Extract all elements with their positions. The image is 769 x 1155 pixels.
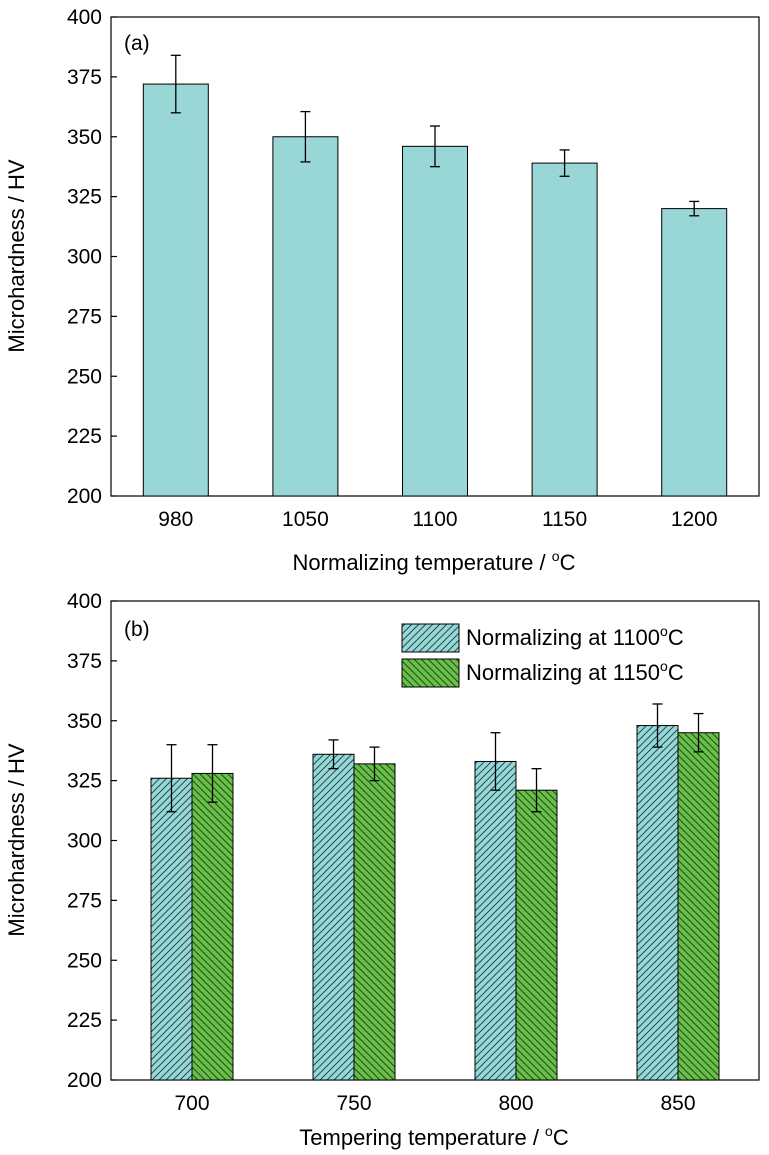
panel-b-y-tick-label: 250 xyxy=(67,949,102,972)
panel-b-x-tick-label: 700 xyxy=(174,1092,209,1115)
legend-swatch-1100 xyxy=(401,623,460,653)
panel-b-plot-area: 200 225 250 275 300 325 350 375 400 700 750 800 850 xyxy=(67,590,760,1115)
panel-a-x-tick-label: 1100 xyxy=(412,508,457,531)
panel-b-bar xyxy=(191,772,234,1081)
legend-label-1100-text: Normalizing at 1100 xyxy=(466,625,660,650)
legend-swatch-1150 xyxy=(401,658,460,688)
panel-b-x-tick-label: 800 xyxy=(498,1092,533,1115)
panel-b-y-tick-label: 225 xyxy=(67,1009,102,1032)
panel-a-degree-mark: o xyxy=(552,548,560,564)
panel-a-x-tick-label: 980 xyxy=(158,508,193,531)
panel-b-bar xyxy=(353,763,396,1081)
panel-a-x-axis-title-text: Normalizing temperature / xyxy=(293,550,552,575)
panel-a-y-tick-label: 400 xyxy=(67,6,102,29)
panel-b-y-tick-label: 325 xyxy=(67,770,102,793)
legend-item-1100: Normalizing at 1100oC xyxy=(401,623,684,653)
panel-b-bar xyxy=(150,777,193,1081)
panel-b-bar xyxy=(515,789,558,1081)
panel-a-label: (a) xyxy=(124,32,150,55)
legend-label-1150: Normalizing at 1150oC xyxy=(466,658,684,685)
panel-a-y-tick-label: 275 xyxy=(67,305,102,328)
panel-a-x-axis-unit: C xyxy=(560,550,576,575)
panel-a-bar xyxy=(402,145,468,497)
panel-b-x-tick-label: 850 xyxy=(660,1092,695,1115)
panel-a-y-tick-label: 325 xyxy=(67,186,102,209)
panel-b-label: (b) xyxy=(124,618,150,641)
panel-b-y-tick-label: 200 xyxy=(67,1069,102,1092)
panel-b-bar xyxy=(312,753,355,1081)
panel-a-y-tick-label: 350 xyxy=(67,126,102,149)
panel-b-y-tick-label: 350 xyxy=(67,710,102,733)
panel-a-bar xyxy=(531,162,598,497)
panel-a-x-axis-title: Normalizing temperature / oC xyxy=(293,548,576,575)
legend-item-1150: Normalizing at 1150oC xyxy=(401,658,684,688)
panel-b-y-tick-label: 300 xyxy=(67,830,102,853)
panel-a-y-tick-label: 200 xyxy=(67,485,102,508)
panel-a-y-tick-label: 300 xyxy=(67,246,102,269)
panel-a-plot-area: 200 225 250 275 300 325 350 375 400 980 1050 1100 11… xyxy=(67,6,760,531)
panel-b-degree-mark: o xyxy=(545,1123,553,1139)
panel-a-x-tick-label: 1050 xyxy=(282,508,329,531)
panel-b-x-axis-title-text: Tempering temperature / xyxy=(299,1125,545,1150)
panel-a-bar xyxy=(142,83,209,497)
panel-b-x-axis-title: Tempering temperature / oC xyxy=(299,1123,569,1150)
panel-a-y-axis-title: Microhardness / HV xyxy=(4,159,29,353)
legend-label-1100-unit: C xyxy=(668,625,684,650)
chart-panel-a: (a) Microhardness / HV Normalizing tempe… xyxy=(4,6,760,575)
legend-label-1100-degree: o xyxy=(660,623,668,639)
panel-a-y-tick-label: 250 xyxy=(67,365,102,388)
panel-a-y-tick-label: 375 xyxy=(67,66,102,89)
panel-b-bar xyxy=(636,725,679,1081)
panel-b-y-tick-label: 375 xyxy=(67,650,102,673)
panel-b-x-tick-label: 750 xyxy=(336,1092,371,1115)
legend-label-1150-degree: o xyxy=(660,658,668,674)
panel-b-x-axis-unit: C xyxy=(553,1125,569,1150)
panel-b-bar xyxy=(677,732,720,1081)
chart-panel-b: (b) Microhardness / HV Tempering tempera… xyxy=(4,590,760,1150)
legend: Normalizing at 1100oC Normalizing at 115… xyxy=(401,623,684,688)
panel-a-y-tick-label: 225 xyxy=(67,425,102,448)
legend-label-1150-unit: C xyxy=(668,660,684,685)
panel-a-x-tick-label: 1200 xyxy=(671,508,718,531)
panel-a-bar xyxy=(272,136,339,497)
legend-label-1100: Normalizing at 1100oC xyxy=(466,623,684,650)
legend-label-1150-text: Normalizing at 1150 xyxy=(466,660,660,685)
panel-b-y-tick-label: 275 xyxy=(67,889,102,912)
panel-b-bar xyxy=(474,760,517,1081)
panel-b-y-axis-title: Microhardness / HV xyxy=(4,743,29,937)
panel-a-x-tick-label: 1150 xyxy=(542,508,587,531)
panel-a-bar xyxy=(661,208,728,497)
panel-b-y-tick-label: 400 xyxy=(67,590,102,613)
